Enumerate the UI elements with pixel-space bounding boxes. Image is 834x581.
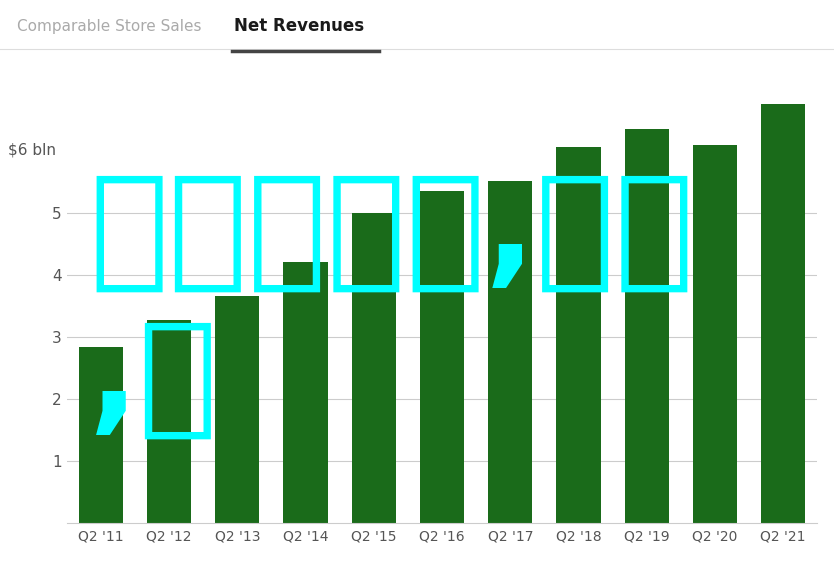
Text: 坚果投影价,光伏
,电: 坚果投影价,光伏 ,电 (89, 168, 694, 442)
Text: Net Revenues: Net Revenues (234, 17, 364, 35)
Bar (147, 320, 191, 523)
Bar (78, 347, 123, 523)
Bar (625, 129, 669, 523)
Bar (693, 145, 737, 523)
Bar (761, 104, 806, 523)
Bar (556, 148, 600, 523)
Text: $6 bln: $6 bln (8, 143, 56, 158)
Bar (284, 262, 328, 523)
Text: Comparable Store Sales: Comparable Store Sales (17, 19, 201, 34)
Bar (352, 213, 396, 523)
Bar (215, 296, 259, 523)
Bar (488, 181, 532, 523)
Bar (420, 191, 465, 523)
